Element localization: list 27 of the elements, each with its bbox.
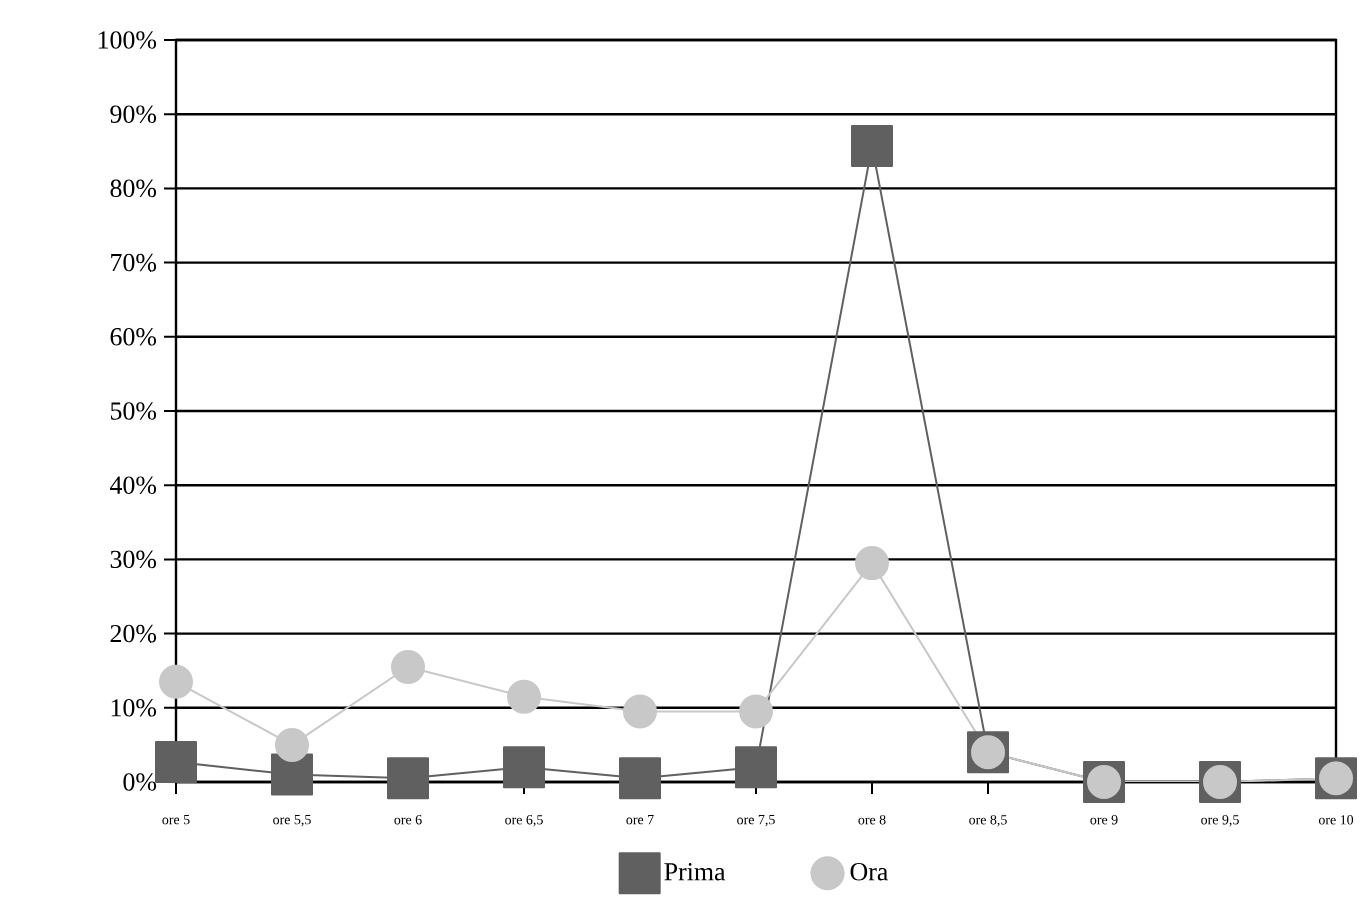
y-tick-label: 10%	[111, 699, 157, 717]
point	[159, 664, 193, 699]
point	[507, 679, 542, 714]
point	[387, 757, 430, 800]
point	[271, 753, 313, 796]
legend-label: Prima	[664, 863, 726, 881]
point	[391, 649, 426, 684]
y-tick-label: 100%	[98, 31, 157, 49]
legend-label: Ora	[850, 863, 888, 881]
y-tick-label: 50%	[110, 402, 157, 420]
point	[619, 757, 662, 800]
point	[623, 694, 658, 729]
y-tick-label: 90%	[110, 105, 157, 123]
point	[735, 746, 778, 789]
y-tick-label: 80%	[110, 179, 157, 198]
point	[275, 727, 309, 762]
point	[739, 694, 774, 729]
y-tick-label: 60%	[110, 328, 157, 346]
point	[155, 740, 197, 783]
y-tick-label: 40%	[109, 476, 157, 494]
point	[855, 546, 890, 581]
point	[503, 746, 546, 789]
y-tick-label: 20%	[110, 624, 157, 643]
y-tick-label: 0%	[123, 773, 157, 791]
y-tick-label: 30%	[110, 550, 157, 569]
y-tick-label: 70%	[111, 253, 157, 272]
point	[851, 125, 894, 168]
